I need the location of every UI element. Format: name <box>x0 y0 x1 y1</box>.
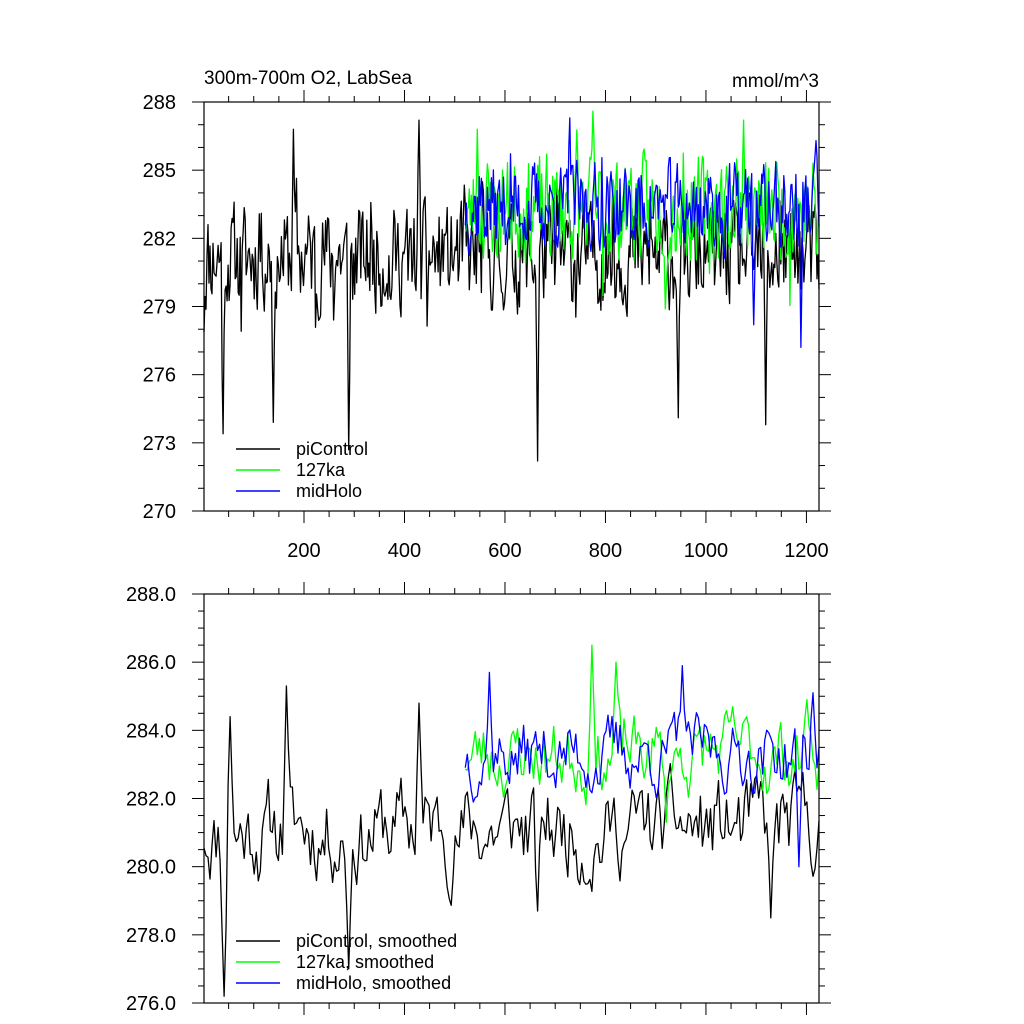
x-tick-label: 800 <box>589 540 622 562</box>
top-series-lines <box>203 110 820 462</box>
x-tick-label: 1000 <box>684 540 729 562</box>
y-tick-label: 285 <box>143 160 176 182</box>
y-tick-label: 276.0 <box>126 993 176 1015</box>
y-tick-label: 286.0 <box>126 652 176 674</box>
top-axis-ticks: 200 400 600 800 1000 1200 270 273 276 279 282 285 28… <box>143 90 831 562</box>
chart-title: 300m-700m O2, LabSea <box>204 68 413 89</box>
y-tick-label: 288.0 <box>126 584 176 606</box>
x-tick-label: 600 <box>488 540 521 562</box>
y-tick-label: 282.0 <box>126 789 176 811</box>
legend-label: midHolo, smoothed <box>296 973 451 993</box>
units-label: mmol/m^3 <box>732 71 819 92</box>
series-line-picontrol-smoothed <box>203 685 820 997</box>
x-tick-label: 400 <box>388 540 421 562</box>
y-tick-label: 280.0 <box>126 857 176 879</box>
bottom-series-lines <box>203 644 820 997</box>
legend-label: piControl, smoothed <box>296 931 457 951</box>
y-tick-label: 279 <box>143 297 176 319</box>
legend-label: piControl <box>296 439 368 459</box>
y-tick-label: 288 <box>143 92 176 114</box>
legend-label: 127ka <box>296 460 346 480</box>
y-tick-label: 273 <box>143 433 176 455</box>
y-tick-label: 270 <box>143 501 176 523</box>
bottom-axis-ticks: 276.0 278.0 280.0 282.0 284.0 286.0 288.0 <box>126 582 831 1015</box>
legend-label: 127ka, smoothed <box>296 952 434 972</box>
top-panel: 300m-700m O2, LabSea mmol/m^3 200 400 600 8… <box>143 68 831 562</box>
y-tick-label: 278.0 <box>126 925 176 947</box>
bottom-panel: 276.0 278.0 280.0 282.0 284.0 286.0 288.0 piCo… <box>126 582 831 1015</box>
series-line-picontrol <box>203 119 820 462</box>
x-tick-label: 200 <box>287 540 320 562</box>
y-tick-label: 282 <box>143 228 176 250</box>
y-tick-label: 276 <box>143 365 176 387</box>
x-tick-label: 1200 <box>784 540 829 562</box>
y-tick-label: 284.0 <box>126 720 176 742</box>
legend-label: midHolo <box>296 481 362 501</box>
series-line-midholo-smoothed <box>464 664 820 868</box>
series-line-midholo <box>464 117 820 349</box>
series-line-127ka-smoothed <box>464 644 820 824</box>
